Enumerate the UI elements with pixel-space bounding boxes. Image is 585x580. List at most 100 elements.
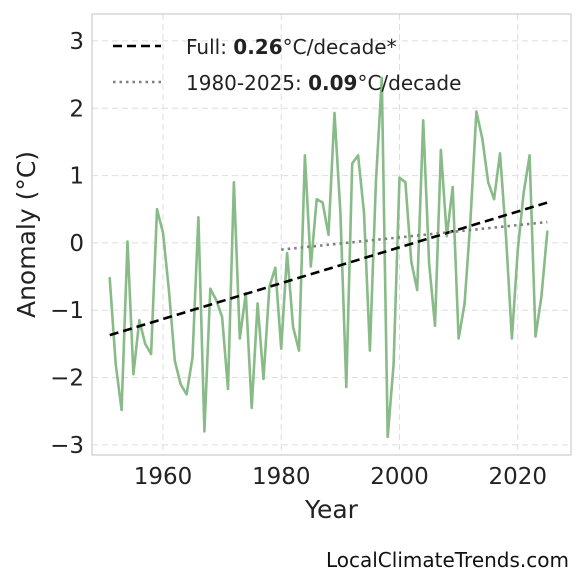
- data-point: [350, 162, 354, 165]
- data-point: [256, 302, 259, 305]
- data-point: [421, 119, 425, 122]
- data-point: [380, 76, 383, 80]
- plot-frame: [91, 13, 572, 456]
- data-point: [209, 287, 212, 290]
- data-point: [321, 201, 324, 204]
- site-watermark: LocalClimateTrends.com: [325, 548, 569, 572]
- data-point: [138, 319, 141, 322]
- data-point: [309, 265, 313, 268]
- data-point: [498, 152, 502, 155]
- data-point: [232, 181, 236, 184]
- trend-lines: [109, 201, 548, 337]
- data-point: [303, 154, 307, 157]
- data-point: [315, 197, 318, 201]
- data-point: [481, 137, 484, 140]
- y-tick-label: 3: [69, 29, 84, 55]
- y-tick-label: −3: [50, 433, 84, 459]
- data-point: [492, 197, 496, 201]
- legend-full-suffix: °C/decade*: [283, 35, 397, 59]
- data-point: [356, 154, 360, 157]
- data-point: [451, 185, 454, 189]
- data-point: [362, 211, 366, 214]
- data-point: [108, 276, 111, 280]
- data-point: [262, 377, 265, 381]
- data-point: [374, 181, 378, 184]
- data-point: [475, 110, 478, 113]
- data-point: [398, 176, 401, 179]
- x-tick-label: 1960: [134, 464, 193, 490]
- data-point: [333, 111, 336, 115]
- data-point: [504, 234, 508, 238]
- data-point: [291, 325, 295, 329]
- data-point: [433, 324, 437, 327]
- data-point: [274, 266, 277, 270]
- data-point: [280, 347, 283, 350]
- data-point: [120, 408, 123, 412]
- y-tick-label: −2: [50, 366, 84, 392]
- data-point: [546, 230, 549, 233]
- trend-line-full: [109, 201, 548, 337]
- data-point: [469, 218, 472, 221]
- legend-recent-value: 0.09: [308, 71, 357, 95]
- data-point: [445, 234, 449, 238]
- data-point: [427, 261, 431, 265]
- data-point: [173, 359, 176, 362]
- data-point: [285, 251, 289, 255]
- legend-recent-suffix: °C/decade: [357, 71, 461, 95]
- data-point: [126, 240, 129, 243]
- series-group: [108, 76, 549, 439]
- y-tick-label: 1: [69, 164, 84, 190]
- legend-recent-prefix: 1980-2025:: [186, 71, 308, 95]
- y-tick-label: 2: [69, 96, 84, 122]
- data-point: [197, 216, 200, 219]
- data-point: [404, 181, 407, 184]
- data-point: [191, 356, 194, 359]
- data-point: [132, 373, 135, 376]
- data-point: [386, 435, 389, 439]
- y-axis-ticks: −3 −2 −1 0 1 2 3: [50, 29, 84, 459]
- data-point: [534, 335, 537, 338]
- legend-entry-recent: 1980-2025: 0.09°C/decade: [186, 71, 461, 95]
- data-point: [327, 233, 330, 237]
- data-point: [144, 342, 147, 346]
- data-point: [179, 383, 182, 386]
- data-point: [368, 349, 372, 352]
- data-point: [522, 191, 525, 194]
- data-point: [487, 181, 490, 184]
- data-point: [339, 211, 342, 214]
- data-point: [203, 430, 206, 433]
- x-axis-ticks: 1960 1980 2000 2020: [134, 464, 547, 490]
- data-point: [161, 231, 165, 235]
- data-point: [149, 352, 153, 356]
- trend-line-recent: [281, 220, 548, 251]
- data-point: [410, 260, 413, 263]
- data-point: [185, 393, 188, 396]
- legend-full-prefix: Full:: [186, 35, 233, 59]
- y-tick-label: 0: [69, 231, 84, 257]
- data-point: [457, 337, 460, 340]
- data-point: [540, 295, 543, 298]
- data-point: [226, 387, 230, 391]
- x-tick-label: 1980: [252, 464, 311, 490]
- data-point: [439, 148, 443, 152]
- data-point: [297, 349, 301, 352]
- data-point: [250, 406, 253, 410]
- data-point: [516, 248, 519, 251]
- x-tick-label: 2020: [489, 464, 548, 490]
- data-point: [463, 302, 466, 305]
- data-point: [528, 154, 531, 157]
- data-point: [220, 315, 224, 319]
- legend-entry-full: Full: 0.26°C/decade*: [186, 35, 397, 59]
- x-axis-label: Year: [304, 495, 359, 524]
- data-point: [214, 298, 218, 302]
- data-point: [155, 208, 159, 211]
- anomaly-series-line: [108, 76, 549, 439]
- data-point: [416, 288, 419, 292]
- data-point: [345, 385, 348, 389]
- legend: Full: 0.26°C/decade* 1980-2025: 0.09°C/d…: [113, 35, 461, 95]
- y-tick-label: −1: [50, 298, 84, 324]
- data-point: [392, 362, 395, 366]
- legend-full-value: 0.26: [233, 35, 282, 59]
- data-point: [238, 337, 242, 340]
